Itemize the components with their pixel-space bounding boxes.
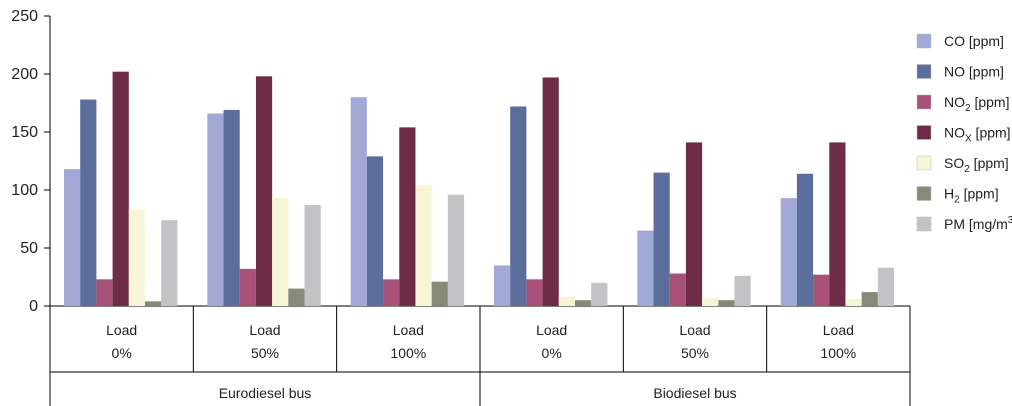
bar [542,77,559,306]
bar [255,76,273,306]
bar [272,198,289,306]
bar [161,220,178,306]
category-label-line1: Load [823,322,854,338]
bar [734,275,751,306]
y-tick-label: 50 [20,240,38,257]
bar [653,172,670,306]
bar [399,127,416,306]
legend-label: NO [ppm] [944,64,1004,80]
bar [877,267,895,306]
category-label-line2: 0% [542,345,562,361]
axes: 0 50 100 150 200 250 [11,8,911,406]
group-label: Biodiesel bus [653,385,736,401]
bar [591,282,608,306]
bar [64,169,81,306]
category-label-line2: 50% [251,345,279,361]
y-tick-label: 0 [29,298,38,315]
bar [669,273,686,306]
legend-swatch [916,94,932,110]
bar [845,299,862,306]
bar [431,281,448,306]
bar [447,194,465,306]
bar [813,274,830,306]
legend-swatch [916,186,932,201]
legend-swatch [916,33,932,49]
y-tick-label: 200 [11,66,38,83]
bars [64,71,895,307]
bar [575,300,592,306]
category-label-line1: Load [679,322,710,338]
bar [510,106,527,306]
category-label-line1: Load [536,322,567,338]
legend-swatch [916,216,932,232]
bar [96,279,113,306]
legend-swatch [916,64,932,79]
category-label-line1: Load [393,322,424,338]
bar [415,185,432,306]
group-label: Eurodiesel bus [219,385,312,401]
bar [637,230,654,306]
legend-label: CO [ppm] [944,33,1004,49]
bar [128,209,145,306]
category-label-line2: 0% [112,345,132,361]
category-label-line2: 50% [681,345,709,361]
bar [685,142,703,306]
bar [383,279,400,306]
y-tick-label: 250 [11,8,38,25]
bar [80,99,97,307]
y-tick-label: 150 [11,124,38,141]
bar [829,142,846,306]
legend-swatch [916,155,932,171]
legend: CO [ppm] NO [ppm] NO2 [ppm] NOX [ppm] SO2 [p… [916,33,1012,232]
bar [145,301,162,306]
bar [288,288,305,306]
bar [207,113,224,306]
bar [861,292,878,306]
legend-swatch [916,125,932,140]
bar [304,205,321,306]
legend-label: H2 [ppm] [944,186,999,206]
bar [494,265,511,306]
bar [112,71,129,307]
legend-label: SO2 [ppm] [944,155,1009,175]
bar [366,156,384,306]
bar [239,268,256,306]
bar [350,97,367,306]
bar [558,296,575,306]
bar [718,300,735,306]
y-tick-label: 100 [11,182,38,199]
x-axis-labels: Load 0% Load 50% Load 100% Load 0% Load 50% Load 10… [106,322,856,401]
bar [526,279,543,306]
bar [223,109,240,307]
category-label-line2: 100% [820,345,856,361]
bar [796,173,814,306]
legend-label: NOX [ppm] [944,125,1011,145]
bar [702,297,719,306]
legend-label: NO2 [ppm] [944,94,1009,114]
category-label-line1: Load [106,322,137,338]
bar [780,198,797,306]
category-label-line2: 100% [390,345,426,361]
legend-label: PM [mg/m3] [944,215,1012,232]
category-label-line1: Load [249,322,280,338]
